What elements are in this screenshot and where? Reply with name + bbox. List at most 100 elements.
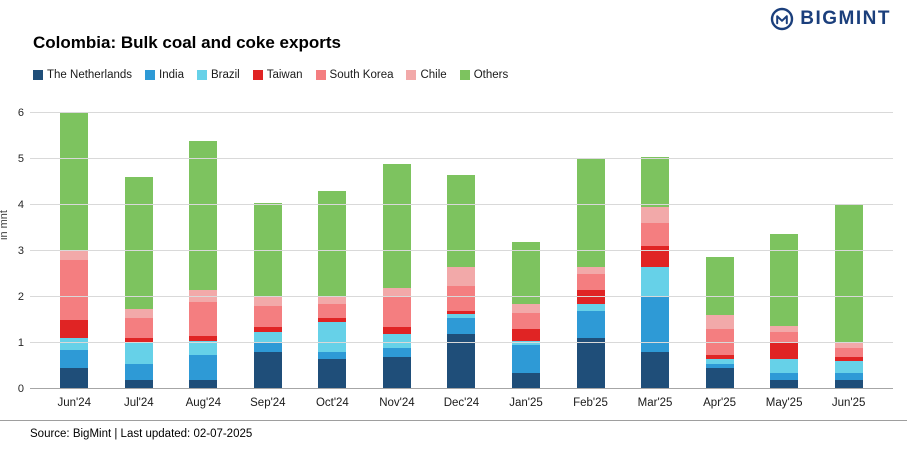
legend-swatch (196, 70, 207, 80)
gridline (30, 204, 893, 205)
bar-segment (705, 354, 734, 360)
bar-segment (511, 345, 540, 373)
bar-stack (834, 203, 863, 389)
bar-segment (511, 241, 540, 304)
chart-title: Colombia: Bulk coal and coke exports (33, 33, 341, 52)
x-tick-label: Jul'24 (123, 397, 154, 409)
bar-segment (641, 352, 670, 389)
bar-segment (189, 301, 218, 337)
bar-group (42, 113, 107, 389)
bar-segment (834, 356, 863, 362)
bar-segment (189, 340, 218, 355)
x-tick-label: Feb'25 (573, 397, 608, 409)
x-tick-label: Jun'25 (831, 397, 866, 409)
bars-layer (30, 113, 893, 389)
footer-divider (0, 420, 907, 421)
bar-segment (705, 315, 734, 330)
bar-segment (834, 379, 863, 389)
bar-segment (189, 140, 218, 291)
bar-segment (382, 333, 411, 348)
legend-item: South Korea (315, 69, 393, 81)
legend-swatch (33, 70, 43, 80)
bar-segment (770, 372, 799, 380)
bar-segment (447, 310, 476, 315)
bar-stack (770, 234, 799, 389)
bar-segment (770, 234, 799, 327)
legend-label: Chile (420, 69, 447, 81)
bar-stack (60, 113, 89, 389)
bar-segment (318, 297, 347, 304)
bar-segment (770, 379, 799, 389)
plot-area: 0 1 2 3 4 5 6 (18, 107, 893, 395)
legend-item: Taiwan (252, 69, 303, 81)
bar-segment (705, 329, 734, 355)
legend-swatch (459, 70, 470, 80)
bar-segment (253, 326, 282, 332)
y-tick-label: 2 (17, 291, 24, 303)
bar-stack (189, 140, 218, 389)
bar-segment (511, 313, 540, 330)
bar-group (752, 113, 817, 389)
chart-legend: The Netherlands India Brazil Taiwan South Ko… (33, 69, 508, 81)
bar-stack (447, 175, 476, 389)
bar-segment (641, 297, 670, 353)
bar-segment (124, 177, 153, 309)
bar-segment (382, 287, 411, 298)
bar-segment (253, 343, 282, 353)
y-tick-label: 5 (17, 153, 24, 165)
brand-text: BIGMINT (800, 8, 891, 29)
gridline (30, 296, 893, 297)
bigmint-logo[interactable]: BIGMINT (770, 7, 891, 31)
bar-segment (124, 363, 153, 380)
bar-segment (834, 347, 863, 357)
bar-segment (189, 354, 218, 380)
bar-segment (834, 343, 863, 348)
bar-segment (770, 331, 799, 344)
bar-group (300, 113, 365, 389)
bar-segment (834, 372, 863, 380)
x-tick-label: Sep'24 (250, 397, 286, 409)
bar-segment (705, 256, 734, 316)
bar-segment (576, 159, 605, 268)
bar-segment (124, 343, 153, 364)
bar-segment (253, 202, 282, 298)
legend-label: Others (473, 69, 509, 81)
bar-segment (576, 303, 605, 311)
bar-group (494, 113, 559, 389)
bar-segment (447, 267, 476, 286)
bar-segment (124, 317, 153, 339)
gridline (30, 388, 893, 389)
legend-label: India (159, 69, 184, 81)
x-tick-label: Nov'24 (379, 397, 415, 409)
bar-stack (511, 241, 540, 389)
legend-item: Chile (406, 69, 447, 81)
bar-segment (318, 303, 347, 318)
x-axis-labels: Jun'24 Jul'24 Aug'24 Sep'24 Oct'24 Nov'24 Dec'… (30, 397, 893, 409)
bar-segment (60, 260, 89, 321)
x-tick-label: Dec'24 (443, 397, 480, 409)
bar-segment (576, 290, 605, 304)
bar-segment (447, 175, 476, 268)
bar-group (816, 113, 881, 389)
bar-segment (447, 333, 476, 389)
bar-segment (705, 368, 734, 389)
bar-segment (641, 207, 670, 224)
bar-stack (124, 177, 153, 389)
bar-segment (253, 331, 282, 344)
bar-segment (253, 306, 282, 327)
bar-segment (576, 267, 605, 275)
bigmint-logo-icon (770, 7, 794, 31)
legend-swatch (145, 70, 156, 80)
bar-segment (318, 317, 347, 323)
bar-group (623, 113, 688, 389)
bar-stack (705, 256, 734, 389)
bar-segment (511, 340, 540, 346)
x-tick-label: Jan'25 (509, 397, 543, 409)
bar-segment (447, 285, 476, 311)
legend-label: Brazil (210, 69, 240, 81)
source-text: Source: BigMint | Last updated: 02-07-20… (30, 428, 253, 440)
legend-item: India (145, 69, 184, 81)
bar-segment (511, 303, 540, 314)
bar-segment (834, 361, 863, 373)
